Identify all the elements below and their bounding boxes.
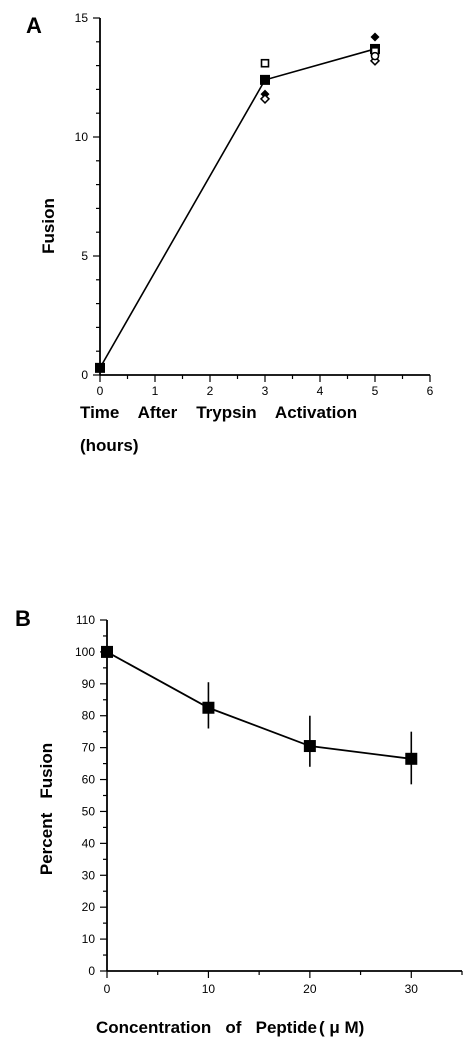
panel-b-y-tick-label: 60 [82,773,96,787]
panel-a-x-tick-label: 6 [427,384,434,398]
panel-b-xlabel-unit: ( μ M) [319,1018,364,1037]
panel-a-y-tick-label: 15 [75,11,89,25]
panel-b-x-tick-label: 10 [202,982,216,996]
panel-a-ylabel: Fusion [39,198,58,254]
panel-b-xlabel-main: Concentration of Peptide [96,1018,317,1037]
panel-a-xlabel: Time After Trypsin Activation [80,403,357,422]
panel-b-y-tick-label: 30 [82,868,96,882]
panel-a-x-tick-label: 5 [372,384,379,398]
panel-b-x-tick-label: 20 [303,982,317,996]
panel-b-y-tick-label: 40 [82,836,96,850]
panel-a-point-open-circle [370,51,380,61]
panel-b-data-point [303,740,316,753]
panel-a-point-filled-square [95,362,105,373]
panel-b-data-point [202,701,215,714]
panel-b-data-point [101,645,113,658]
panel-a-y-tick-label: 5 [81,249,88,263]
panel-b-letter: B [15,606,31,631]
panel-b-y-tick-label: 110 [76,613,95,627]
panel-a-xlabel-line2: (hours) [80,436,139,455]
panel-a-mean-line [99,48,376,369]
panel-a-point-open-square [260,58,270,68]
panel-b-y-tick-label: 0 [88,964,95,978]
panel-a-x-tick-label: 1 [152,384,159,398]
panel-a-y-tick-label: 0 [81,368,88,382]
panel-b-y-tick-label: 90 [82,677,96,691]
panel-b-data-point [405,752,418,765]
panel-a-point-filled-square [260,74,270,85]
panel-b-y-tick-label: 10 [82,932,96,946]
panel-a-point-open-diamond [259,93,271,104]
panel-a-letter: A [26,13,42,38]
panel-b-x-tick-label: 0 [104,982,111,996]
panel-a-y-tick-label: 10 [75,130,89,144]
panel-a-x-tick-label: 3 [262,384,269,398]
panel-a-x-tick-label: 2 [207,384,214,398]
panel-a-point-filled-diamond [370,32,380,42]
panel-b-y-tick-label: 70 [82,741,96,755]
panel-b-x-tick-label: 30 [405,982,419,996]
panel-b-ylabel: Percent Fusion [37,743,56,875]
panel-a-plot: 0 5 10 15 0 1 2 3 4 5 6 [75,11,434,398]
panel-a-x-tick-label: 0 [97,384,104,398]
panel-b-xlabel: Concentration of Peptide( μ M) [96,1018,364,1037]
panel-b-plot: 0 10 20 30 40 50 60 70 80 90 100 110 0 10 20 30 [75,613,463,996]
panel-b-series-line [106,651,412,760]
panel-a-x-tick-label: 4 [317,384,324,398]
panel-b-y-tick-label: 50 [82,804,96,818]
panel-b-y-tick-label: 20 [82,900,96,914]
panel-b-y-tick-label: 100 [75,645,95,659]
panel-b-y-tick-label: 80 [82,709,96,723]
